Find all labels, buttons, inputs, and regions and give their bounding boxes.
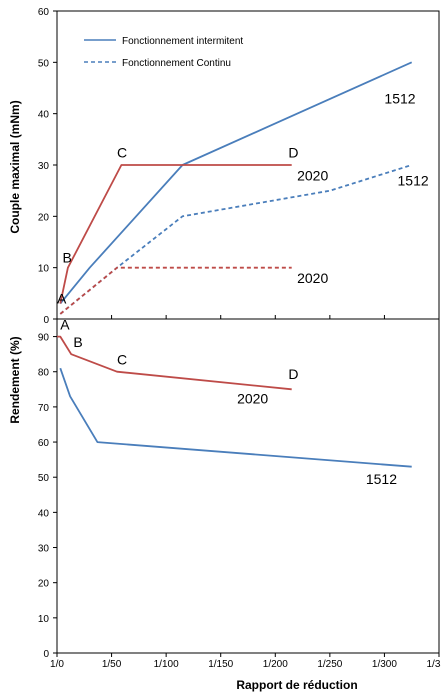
bottom-y-tick-label: 90 xyxy=(38,333,50,344)
x-ticks: 1/0 1/50 1/100 1/150 1/200 1/250 1/300 1/350 xyxy=(50,315,441,670)
x-tick-label: 1/250 xyxy=(317,659,342,670)
point-label-C: C xyxy=(117,352,127,368)
series-1512-intermittent-line xyxy=(59,61,413,305)
legend: Fonctionnement intermitent Fonctionnemen… xyxy=(84,36,243,69)
bottom-y-tick-label: 70 xyxy=(38,403,50,414)
point-label-B: B xyxy=(62,250,71,266)
bottom-y-tick-label: 40 xyxy=(38,508,50,519)
x-tick-label: 1/100 xyxy=(154,659,179,670)
top-y-tick-label: 40 xyxy=(38,110,50,121)
x-tick-label: 1/300 xyxy=(372,659,397,670)
bottom-labels: AB C D 2020 1512 xyxy=(60,317,397,488)
point-label-D: D xyxy=(288,144,298,160)
x-axis-title: Rapport de réduction xyxy=(236,678,357,692)
legend-label-continu: Fonctionnement Continu xyxy=(122,58,231,69)
curve-label-2020: 2020 xyxy=(297,167,328,183)
series-1512-line xyxy=(59,367,412,468)
bottom-y-tick-label: 10 xyxy=(38,614,50,625)
bottom-y-tick-label: 80 xyxy=(38,368,50,379)
bottom-y-tick-label: 50 xyxy=(38,473,50,484)
bottom-panel-frame xyxy=(56,318,440,654)
bottom-y-axis-title: Rendement (%) xyxy=(8,336,22,423)
curve-label-1512: 1512 xyxy=(366,471,397,487)
point-label-A: A xyxy=(60,317,70,333)
panel-borders xyxy=(56,10,440,654)
point-label-C: C xyxy=(117,144,127,160)
curve-label-2020: 2020 xyxy=(237,390,268,406)
legend-label-intermittent: Fonctionnement intermitent xyxy=(122,36,243,47)
top-y-tick-label: 60 xyxy=(38,7,50,18)
curve-label-1512: 1512 xyxy=(384,90,415,106)
x-tick-label: 1/150 xyxy=(208,659,233,670)
series-2020-line xyxy=(57,335,292,391)
top-y-tick-label: 0 xyxy=(43,315,49,326)
series-1512-continu-line xyxy=(59,164,412,315)
curve-label-1512: 1512 xyxy=(398,173,429,189)
x-tick-label: 1/350 xyxy=(426,659,441,670)
top-y-axis-title: Couple maximal (mNm) xyxy=(8,100,22,233)
series-2020-intermittent-line xyxy=(59,164,292,304)
top-y-ticks: 0 10 20 30 40 50 60 xyxy=(38,7,57,326)
x-tick-label: 1/200 xyxy=(263,659,288,670)
point-label-D: D xyxy=(288,366,298,382)
series-2020-continu-line xyxy=(59,266,292,315)
x-tick-label: 1/50 xyxy=(102,659,122,670)
top-y-tick-label: 20 xyxy=(38,212,50,223)
bottom-y-tick-label: 60 xyxy=(38,438,50,449)
point-label-A: A xyxy=(57,291,67,307)
top-y-tick-label: 30 xyxy=(38,161,50,172)
bottom-y-ticks: 0 10 20 30 40 50 60 70 80 90 xyxy=(38,333,57,660)
top-y-tick-label: 50 xyxy=(38,58,50,69)
top-series xyxy=(59,61,413,315)
bottom-y-tick-label: 30 xyxy=(38,544,50,555)
bottom-series xyxy=(57,335,412,468)
curve-label-2020: 2020 xyxy=(297,270,328,286)
bottom-y-tick-label: 0 xyxy=(43,649,49,660)
point-label-B: B xyxy=(73,334,82,350)
x-tick-label: 1/0 xyxy=(50,659,64,670)
top-y-tick-label: 10 xyxy=(38,264,50,275)
bottom-y-tick-label: 20 xyxy=(38,579,50,590)
top-labels: A B C D 1512 2020 1512 2020 xyxy=(57,90,429,306)
